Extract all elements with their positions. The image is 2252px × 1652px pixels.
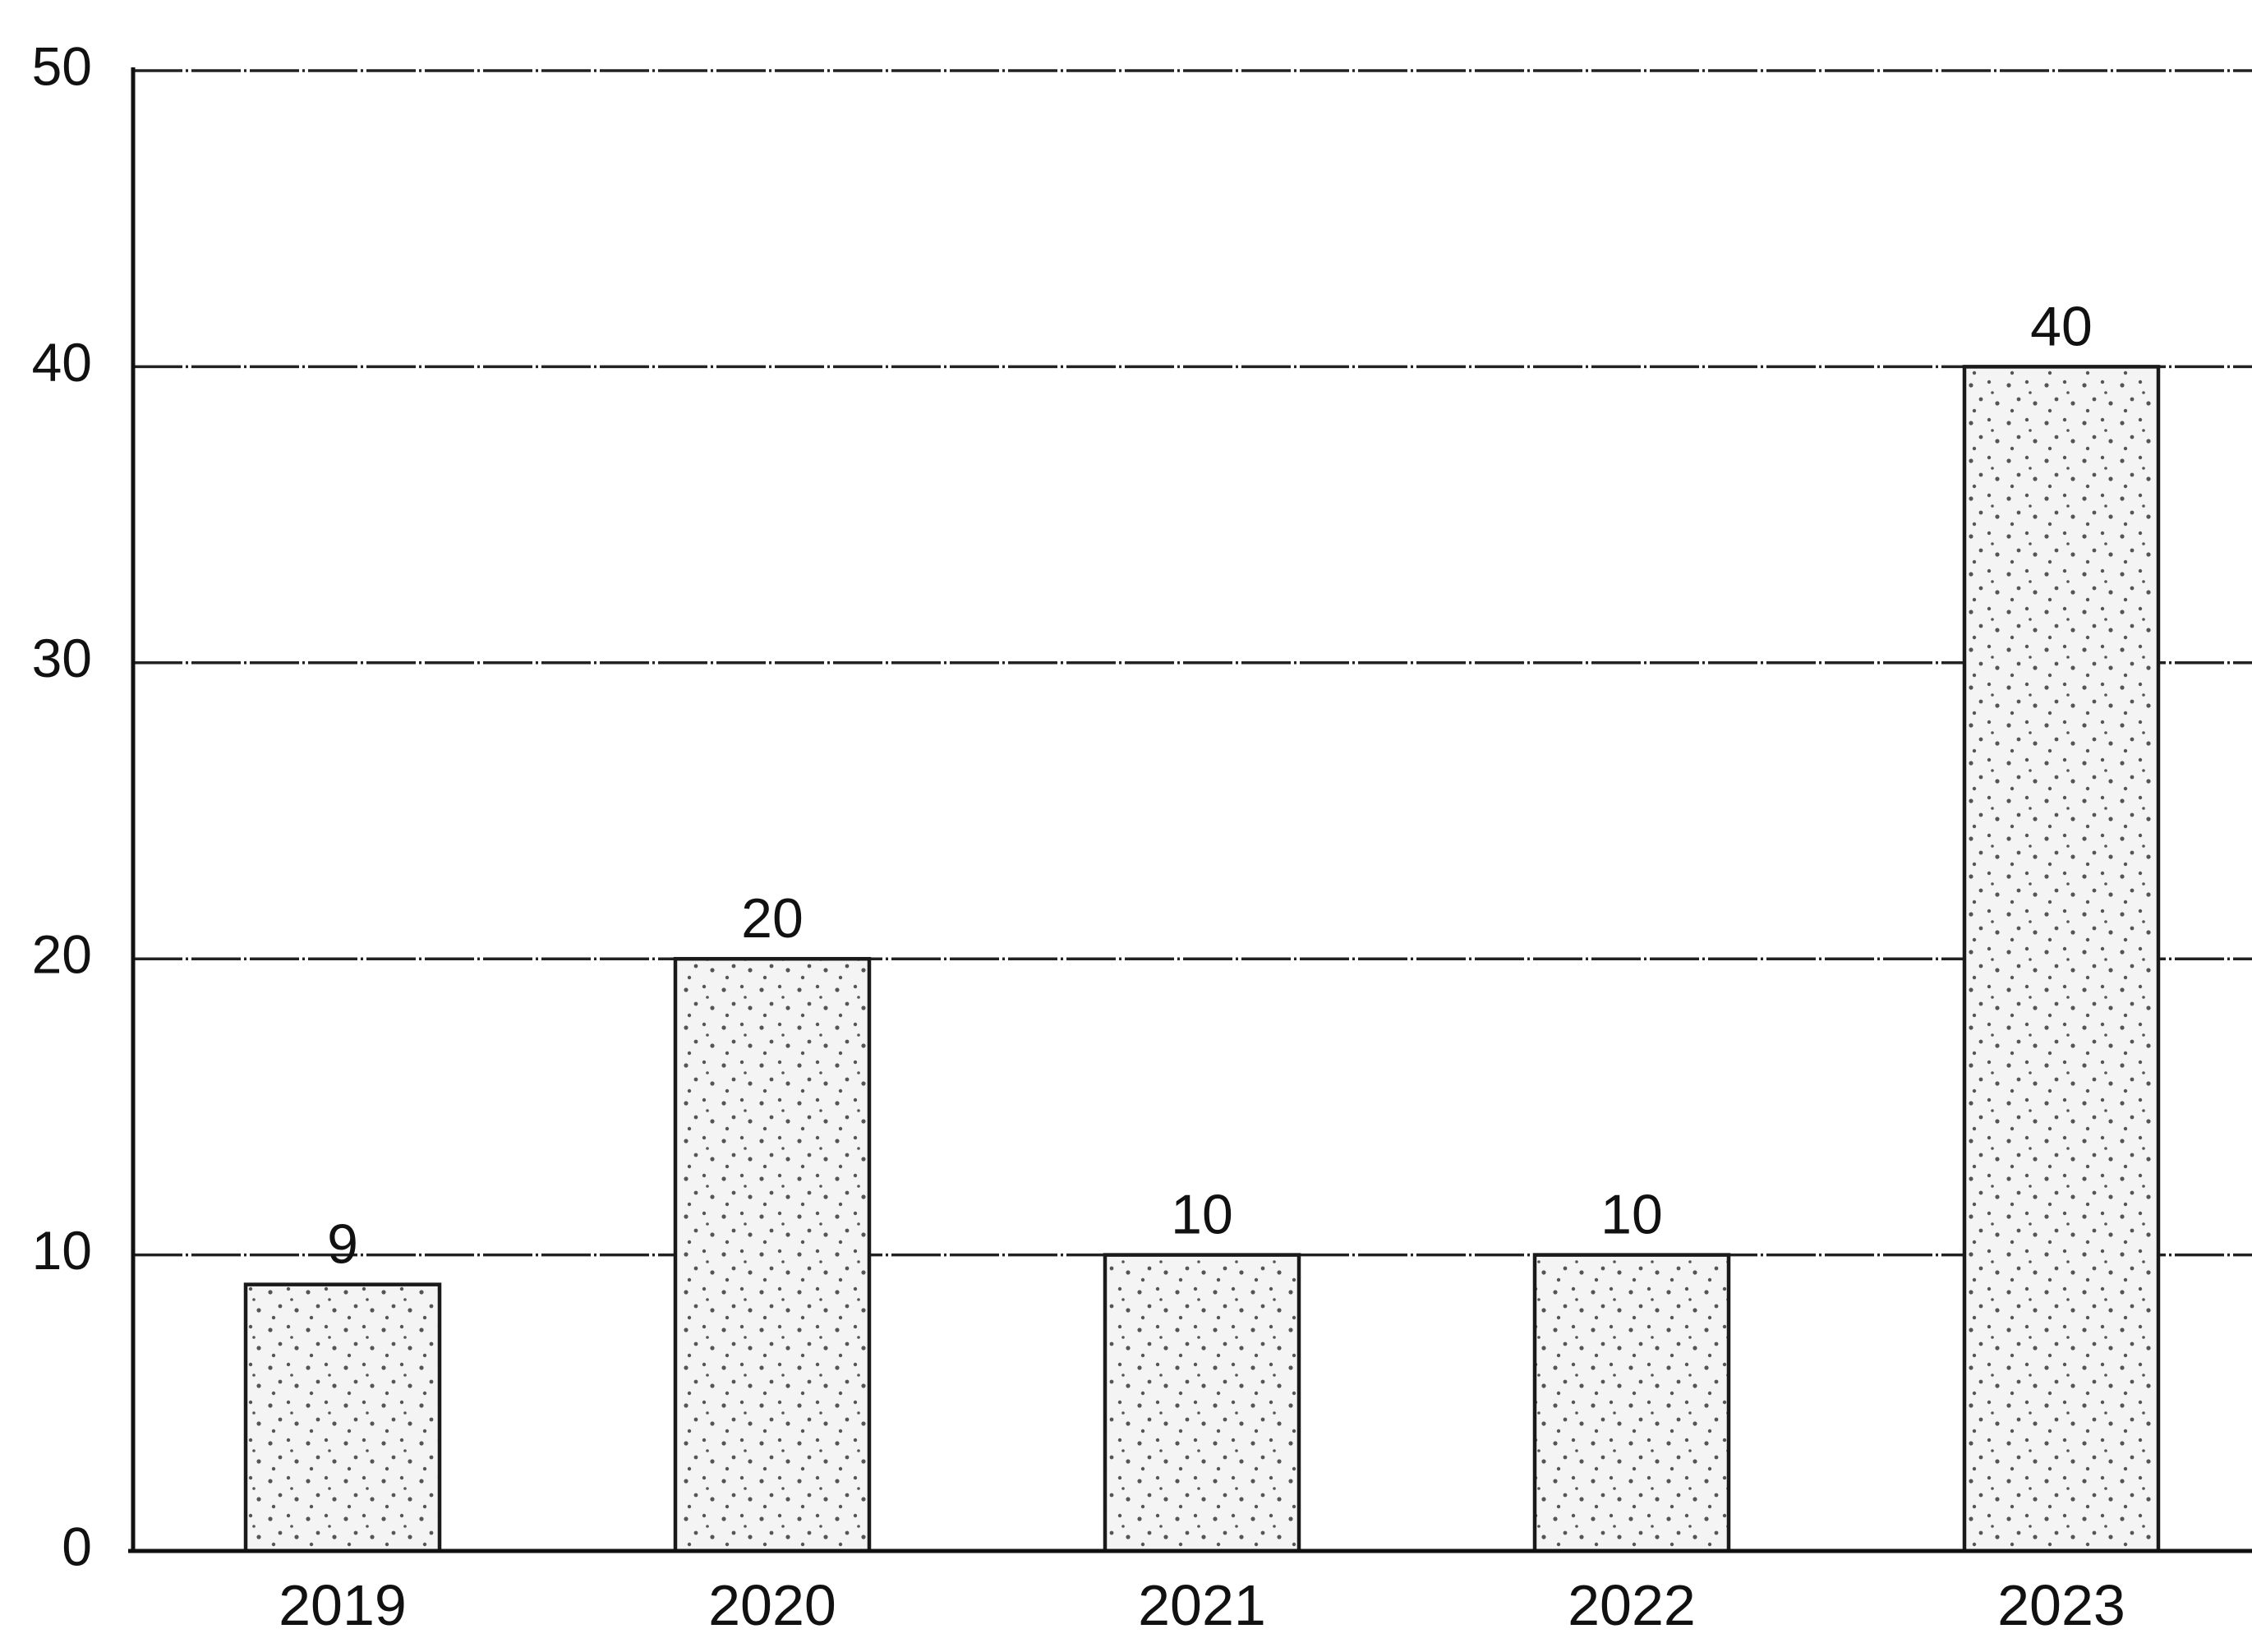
y-tick-label: 10: [32, 1220, 92, 1281]
y-tick-label: 20: [32, 924, 92, 985]
x-tick-label: 2022: [1568, 1573, 1696, 1637]
bar-2021: [1103, 1253, 1301, 1553]
value-label: 10: [1171, 1184, 1233, 1246]
y-tick-label: 50: [32, 35, 92, 96]
bar-2022: [1532, 1253, 1731, 1553]
value-label: 10: [1600, 1184, 1663, 1246]
y-tick-label: 0: [62, 1516, 92, 1576]
bars: [243, 365, 2161, 1553]
value-label: 9: [327, 1213, 358, 1276]
value-labels: 9 20 10 10 40: [327, 295, 2093, 1275]
y-tick-label: 40: [32, 332, 92, 393]
gridlines: [133, 69, 2252, 1257]
bar-2019: [243, 1282, 442, 1553]
x-tick-label: 2023: [1997, 1573, 2125, 1637]
bar-2020: [673, 956, 872, 1553]
y-tick-labels: 0 10 20 30 40 50: [32, 35, 92, 1576]
axes: [128, 67, 2252, 1553]
x-tick-label: 2021: [1138, 1573, 1266, 1637]
x-tick-labels: 2019 2020 2021 2022 2023: [279, 1573, 2125, 1637]
value-label: 20: [741, 887, 804, 950]
x-tick-label: 2019: [279, 1573, 407, 1637]
value-label: 40: [2030, 295, 2093, 357]
y-tick-label: 30: [32, 628, 92, 688]
x-tick-label: 2020: [708, 1573, 836, 1637]
bar-2023: [1962, 365, 2161, 1553]
